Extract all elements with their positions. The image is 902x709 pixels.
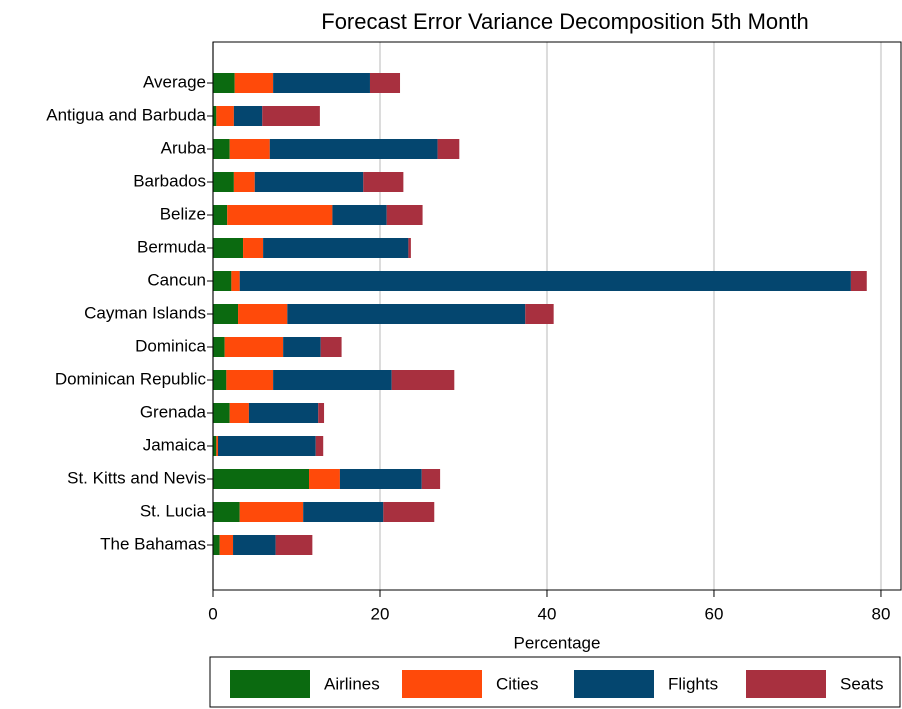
- bar-segment: [386, 205, 423, 225]
- y-tick-label: St. Kitts and Nevis: [67, 468, 206, 487]
- y-tick-label: Belize: [160, 204, 206, 223]
- x-tick-label: 80: [872, 604, 891, 623]
- bar-segment: [224, 337, 284, 357]
- legend-label: Airlines: [324, 674, 380, 693]
- bar-segment: [233, 172, 255, 192]
- bar-segment: [437, 139, 460, 159]
- bar-segment: [213, 271, 232, 291]
- bar-segment: [213, 205, 228, 225]
- bar-segment: [850, 271, 867, 291]
- plot-frame: [212, 41, 902, 591]
- bar-segment: [213, 304, 239, 324]
- bar-segment: [332, 205, 387, 225]
- bar-segment: [233, 106, 263, 126]
- x-tick-label: 20: [371, 604, 390, 623]
- bar-segment: [213, 502, 240, 522]
- bar-segment: [213, 436, 217, 456]
- legend-label: Seats: [840, 674, 883, 693]
- bar-segment: [234, 73, 274, 93]
- bar-segment: [275, 535, 313, 555]
- legend-swatch: [574, 670, 654, 698]
- bar-segment: [239, 271, 851, 291]
- bar-segment: [408, 238, 411, 258]
- bar-segment: [525, 304, 554, 324]
- y-tick-label: St. Lucia: [140, 501, 207, 520]
- bar-segment: [238, 304, 288, 324]
- bar-segment: [363, 172, 404, 192]
- y-tick-label: Average: [143, 72, 206, 91]
- bar-segment: [254, 172, 364, 192]
- y-tick-label: Cayman Islands: [84, 303, 206, 322]
- x-axis-label: Percentage: [514, 633, 601, 652]
- bar-segment: [233, 535, 276, 555]
- y-tick-label: Dominican Republic: [55, 369, 207, 388]
- y-tick-label: Jamaica: [143, 435, 207, 454]
- bar-segment: [283, 337, 321, 357]
- bar-segment: [339, 469, 422, 489]
- bar-segment: [269, 139, 438, 159]
- bar-segment: [262, 106, 320, 126]
- bar-segment: [213, 403, 230, 423]
- y-tick-label: Antigua and Barbuda: [46, 105, 206, 124]
- bar-segment: [421, 469, 441, 489]
- bar-segment: [213, 535, 220, 555]
- bar-segment: [213, 106, 217, 126]
- bar-segment: [287, 304, 526, 324]
- bar-segment: [383, 502, 435, 522]
- bar-segment: [213, 73, 235, 93]
- legend-swatch: [230, 670, 310, 698]
- bar-segment: [369, 73, 401, 93]
- bar-segment: [231, 271, 240, 291]
- legend-box: [209, 656, 901, 708]
- x-tick-label: 60: [705, 604, 724, 623]
- bar-segment: [239, 502, 304, 522]
- bar-segment: [315, 436, 324, 456]
- y-tick-label: Cancun: [147, 270, 206, 289]
- x-tick-label: 40: [538, 604, 557, 623]
- bar-segment: [226, 370, 274, 390]
- legend-swatch: [746, 670, 826, 698]
- bar-segment: [263, 238, 409, 258]
- legend-swatch: [402, 670, 482, 698]
- bar-segment: [273, 370, 392, 390]
- y-tick-label: The Bahamas: [100, 534, 206, 553]
- bar-segment: [248, 403, 319, 423]
- bar-segment: [216, 106, 234, 126]
- bar-segment: [213, 469, 310, 489]
- legend-label: Flights: [668, 674, 718, 693]
- bar-segment: [213, 172, 234, 192]
- bar-segment: [219, 535, 234, 555]
- bar-segment: [213, 238, 244, 258]
- bar-segment: [229, 139, 270, 159]
- chart-title: Forecast Error Variance Decomposition 5t…: [321, 9, 808, 34]
- bar-segment: [391, 370, 455, 390]
- bar-segment: [227, 205, 333, 225]
- bar-segment: [213, 370, 227, 390]
- x-tick-label: 0: [208, 604, 217, 623]
- bar-segment: [243, 238, 264, 258]
- bar-segment: [309, 469, 340, 489]
- bar-segment: [303, 502, 384, 522]
- y-tick-label: Grenada: [140, 402, 207, 421]
- bar-segment: [213, 337, 225, 357]
- bar-segment: [213, 139, 230, 159]
- legend-label: Cities: [496, 674, 539, 693]
- bar-segment: [218, 436, 316, 456]
- bar-segment: [320, 337, 342, 357]
- y-tick-label: Bermuda: [137, 237, 207, 256]
- bar-segment: [318, 403, 325, 423]
- y-tick-label: Aruba: [161, 138, 207, 157]
- y-tick-label: Dominica: [135, 336, 206, 355]
- bar-segment: [229, 403, 249, 423]
- bar-segment: [216, 436, 219, 456]
- bar-segment: [273, 73, 370, 93]
- y-tick-label: Barbados: [133, 171, 206, 190]
